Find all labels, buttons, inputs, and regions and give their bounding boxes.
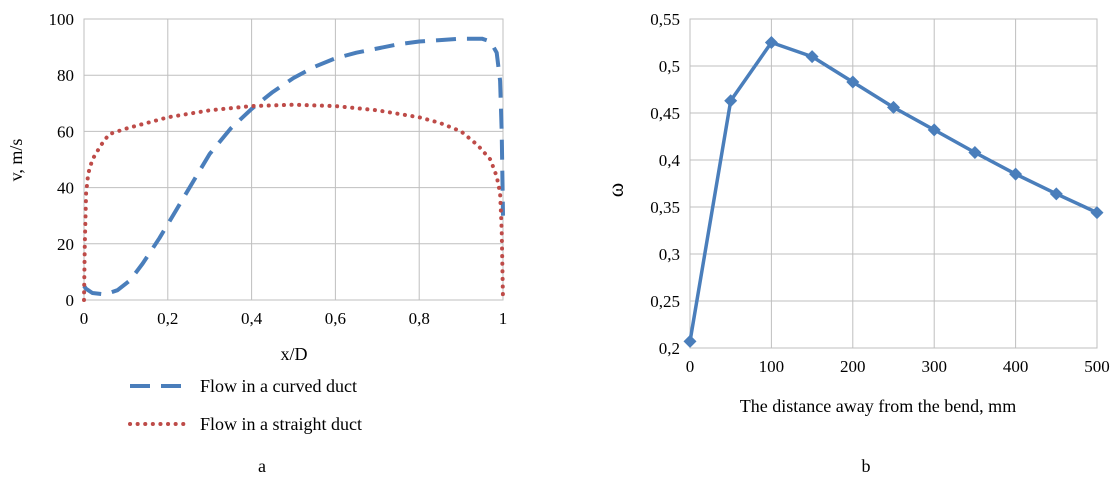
y-tick-label: 80 (57, 66, 74, 85)
data-point-marker (1049, 187, 1063, 201)
y-tick-label: 0 (66, 291, 75, 310)
y-tick-label: 0,35 (650, 198, 680, 217)
y-axis-title: ω (603, 183, 628, 197)
panel-b-omega-chart: 0 100 200 300 400 500 0,2 0,25 0,3 0,35 0,4 0,45 0,5… (603, 10, 1110, 476)
y-tick-label: 0,45 (650, 104, 680, 123)
x-tick-label: 1 (499, 309, 508, 328)
legend-label-straight-duct: Flow in a straight duct (200, 414, 362, 434)
data-point-marker (1090, 206, 1104, 220)
y-tick-label: 40 (57, 179, 74, 198)
panel-label-b: b (862, 456, 871, 476)
legend-label-curved-duct: Flow in a curved duct (200, 376, 357, 396)
y-tick-label: 100 (49, 10, 75, 29)
x-tick-label: 400 (1003, 357, 1029, 376)
data-point-marker (846, 75, 860, 89)
data-point-marker (724, 94, 738, 108)
series-line-0 (82, 36, 505, 297)
data-point-marker (683, 334, 697, 348)
x-tick-label: 0,2 (157, 309, 178, 328)
y-axis-title: v, m/s (6, 139, 26, 182)
y-tick-label: 60 (57, 122, 74, 141)
y-tick-label: 0,25 (650, 292, 680, 311)
y-tick-label: 0,5 (659, 57, 680, 76)
data-point-marker (764, 36, 778, 49)
x-axis-title: The distance away from the bend, mm (740, 396, 1016, 416)
y-tick-label: 0,55 (650, 10, 680, 29)
panel-label-a: a (258, 456, 266, 476)
y-tick-label: 20 (57, 235, 74, 254)
data-point-marker (887, 100, 900, 114)
series-line-1 (82, 102, 505, 302)
data-point-marker (927, 123, 941, 137)
y-tick-label: 0,2 (659, 339, 680, 358)
x-tick-label: 200 (840, 357, 866, 376)
series-line-0 (688, 40, 1098, 342)
x-tick-label: 300 (921, 357, 947, 376)
panel-a-velocity-chart: 0 0,2 0,4 0,6 0,8 1 0 20 40 60 80 100 x/D v, m/s Flow … (6, 10, 507, 476)
x-axis-title: x/D (281, 344, 308, 364)
x-tick-label: 500 (1084, 357, 1110, 376)
x-tick-label: 0 (80, 309, 89, 328)
x-tick-label: 0 (686, 357, 695, 376)
x-tick-label: 0,6 (325, 309, 346, 328)
data-point-marker (1009, 167, 1023, 181)
x-tick-label: 100 (759, 357, 785, 376)
data-point-marker (968, 145, 982, 159)
x-tick-label: 0,4 (241, 309, 263, 328)
y-tick-label: 0,3 (659, 245, 680, 264)
x-tick-label: 0,8 (409, 309, 430, 328)
y-tick-label: 0,4 (659, 151, 681, 170)
data-point-marker (805, 50, 819, 64)
